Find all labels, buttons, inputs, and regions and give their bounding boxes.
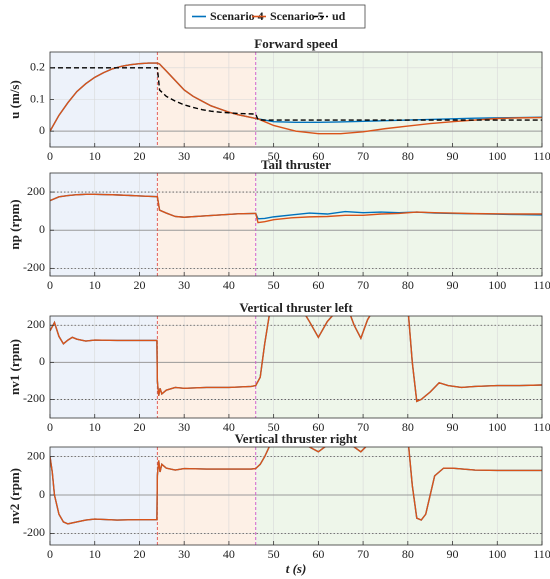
plot-area bbox=[50, 316, 542, 403]
x-tick-label: 60 bbox=[312, 547, 324, 561]
panel-title: Tail thruster bbox=[261, 157, 331, 172]
x-tick-label: 80 bbox=[402, 278, 414, 292]
series-line bbox=[50, 193, 542, 224]
phase-region bbox=[50, 316, 158, 418]
plot-area bbox=[50, 447, 542, 525]
x-tick-label: 90 bbox=[447, 278, 459, 292]
x-tick-label: 60 bbox=[312, 149, 324, 163]
x-tick-label: 80 bbox=[402, 149, 414, 163]
x-tick-label: 110 bbox=[533, 547, 550, 561]
panel-title: Vertical thruster left bbox=[239, 300, 353, 315]
x-tick-label: 40 bbox=[223, 149, 235, 163]
phase-region bbox=[50, 447, 158, 545]
series-line bbox=[50, 447, 542, 525]
panel-title: Vertical thruster right bbox=[235, 431, 358, 446]
plot-area bbox=[50, 193, 542, 224]
axes-frame bbox=[49, 446, 543, 546]
series-line bbox=[50, 67, 542, 121]
phase-region bbox=[255, 447, 542, 545]
x-tick-label: 50 bbox=[268, 547, 280, 561]
x-tick-label: 70 bbox=[357, 547, 369, 561]
x-tick-label: 70 bbox=[357, 278, 369, 292]
x-tick-label: 30 bbox=[178, 149, 190, 163]
x-tick-label: 10 bbox=[89, 420, 101, 434]
y-axis-label: nv2 (rpm) bbox=[7, 468, 22, 524]
x-tick-label: 110 bbox=[533, 420, 550, 434]
legend-label: ud bbox=[332, 9, 346, 23]
phase-region bbox=[157, 447, 256, 545]
y-tick-label: 200 bbox=[27, 317, 45, 331]
x-tick-label: 40 bbox=[223, 547, 235, 561]
y-tick-label: 200 bbox=[27, 448, 45, 462]
panel-title: Forward speed bbox=[254, 36, 338, 51]
x-tick-label: 10 bbox=[89, 278, 101, 292]
phase-region bbox=[157, 316, 256, 418]
x-tick-label: 50 bbox=[268, 149, 280, 163]
x-tick-label: 90 bbox=[447, 547, 459, 561]
x-tick-label: 20 bbox=[133, 547, 145, 561]
axes-frame bbox=[49, 172, 543, 277]
legend-box bbox=[184, 4, 366, 29]
axes-frame bbox=[49, 315, 543, 419]
x-tick-label: 40 bbox=[223, 420, 235, 434]
x-tick-label: 20 bbox=[133, 149, 145, 163]
y-tick-label: 0 bbox=[39, 222, 45, 236]
y-tick-label: 200 bbox=[27, 184, 45, 198]
y-tick-label: 0.2 bbox=[30, 60, 45, 74]
x-axis-label: t (s) bbox=[286, 561, 307, 576]
x-tick-label: 110 bbox=[533, 278, 550, 292]
y-tick-label: 0 bbox=[39, 123, 45, 137]
x-tick-label: 90 bbox=[447, 149, 459, 163]
y-axis-label: nv1 (rpm) bbox=[7, 339, 22, 395]
y-axis-label: u (m/s) bbox=[7, 80, 22, 119]
x-tick-label: 0 bbox=[47, 149, 53, 163]
x-tick-label: 100 bbox=[488, 149, 506, 163]
x-tick-label: 90 bbox=[447, 420, 459, 434]
x-tick-label: 20 bbox=[133, 420, 145, 434]
y-tick-label: -200 bbox=[23, 391, 45, 405]
x-tick-label: 30 bbox=[178, 420, 190, 434]
x-tick-label: 10 bbox=[89, 149, 101, 163]
y-tick-label: -200 bbox=[23, 525, 45, 539]
x-tick-label: 0 bbox=[47, 278, 53, 292]
x-tick-label: 100 bbox=[488, 278, 506, 292]
y-tick-label: 0.1 bbox=[30, 91, 45, 105]
phase-region bbox=[255, 173, 542, 276]
phase-region bbox=[157, 173, 256, 276]
x-tick-label: 80 bbox=[402, 420, 414, 434]
x-tick-label: 30 bbox=[178, 278, 190, 292]
x-tick-label: 10 bbox=[89, 547, 101, 561]
y-axis-label: np (rpm) bbox=[7, 199, 22, 249]
x-tick-label: 100 bbox=[488, 547, 506, 561]
x-tick-label: 70 bbox=[357, 149, 369, 163]
x-tick-label: 50 bbox=[268, 420, 280, 434]
x-tick-label: 0 bbox=[47, 420, 53, 434]
x-tick-label: 110 bbox=[533, 149, 550, 163]
x-tick-label: 50 bbox=[268, 278, 280, 292]
x-tick-label: 100 bbox=[488, 420, 506, 434]
legend-label: Scenario 4 bbox=[210, 9, 264, 23]
plot-area bbox=[50, 62, 542, 135]
y-tick-label: -200 bbox=[23, 260, 45, 274]
x-tick-label: 80 bbox=[402, 547, 414, 561]
y-tick-label: 0 bbox=[39, 354, 45, 368]
phase-region bbox=[50, 173, 158, 276]
x-tick-label: 30 bbox=[178, 547, 190, 561]
y-tick-label: 0 bbox=[39, 487, 45, 501]
x-tick-label: 40 bbox=[223, 278, 235, 292]
phase-region bbox=[255, 316, 542, 418]
x-tick-label: 0 bbox=[47, 547, 53, 561]
x-tick-label: 60 bbox=[312, 278, 324, 292]
series-line bbox=[50, 62, 542, 135]
legend-label: Scenario 5 bbox=[270, 9, 324, 23]
x-tick-label: 60 bbox=[312, 420, 324, 434]
series-line bbox=[50, 316, 542, 403]
x-tick-label: 70 bbox=[357, 420, 369, 434]
x-tick-label: 20 bbox=[133, 278, 145, 292]
